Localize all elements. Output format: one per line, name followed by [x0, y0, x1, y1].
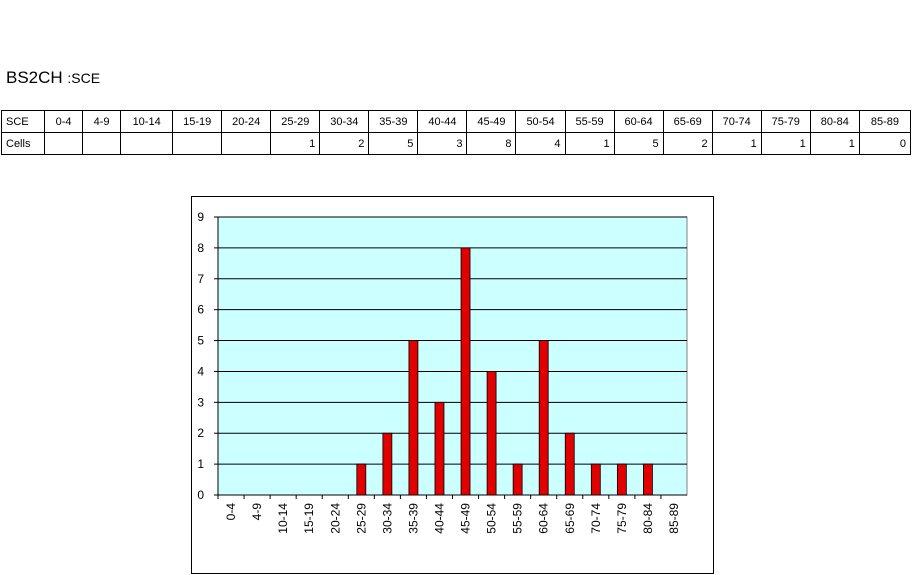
bar — [538, 340, 549, 496]
table-row-label: Cells — [0, 132, 46, 155]
chart-frame: 0 1 2 3 4 5 6 7 8 9 0-4 4-9 10-14 15-19 20-24 25-29 30-3… — [191, 196, 714, 574]
bar — [616, 463, 627, 496]
table-column-header: 35-39 — [368, 110, 419, 133]
table-cell — [82, 132, 122, 155]
table-column-header: 0-4 — [44, 110, 84, 133]
table-cell: 1 — [711, 132, 762, 155]
y-tick-label: 7 — [197, 272, 204, 286]
data-table: SCE 0-4 4-9 10-14 15-19 20-24 25-29 30-34 35-39… — [0, 110, 912, 155]
table-cell: 3 — [417, 132, 468, 155]
x-tick-label: 40-44 — [432, 503, 446, 534]
bar — [512, 463, 523, 496]
y-tick-label: 9 — [197, 210, 204, 224]
table-cell: 1 — [270, 132, 321, 155]
table-cell: 5 — [613, 132, 664, 155]
bar — [590, 463, 601, 496]
table-cell — [120, 132, 174, 155]
x-tick-label: 20-24 — [328, 503, 342, 534]
y-tick-label: 2 — [197, 426, 204, 440]
table-column-header: 75-79 — [760, 110, 811, 133]
bar — [408, 340, 419, 496]
bar-chart: 0 1 2 3 4 5 6 7 8 9 0-4 4-9 10-14 15-19 20-24 25-29 30-3… — [197, 210, 688, 534]
table-column-header: 65-69 — [662, 110, 713, 133]
x-tick-label: 10-14 — [276, 503, 290, 534]
bar — [382, 432, 393, 496]
table-cell: 2 — [662, 132, 713, 155]
table-cell: 1 — [564, 132, 615, 155]
x-tick-label: 25-29 — [354, 503, 368, 534]
bar — [356, 463, 367, 496]
table-row-label: SCE — [0, 110, 46, 133]
x-tick-label: 60-64 — [537, 503, 551, 534]
x-tick-label: 70-74 — [589, 503, 603, 534]
table-column-header: 4-9 — [82, 110, 122, 133]
table-column-header: 80-84 — [809, 110, 860, 133]
table-column-header: 55-59 — [564, 110, 615, 133]
x-tick-label: 4-9 — [250, 503, 264, 521]
y-tick-label: 4 — [197, 364, 204, 378]
x-tick-label: 55-59 — [511, 503, 525, 534]
table-cell: 4 — [515, 132, 566, 155]
x-tick-label: 75-79 — [615, 503, 629, 534]
page-title: BS2CH :SCE — [6, 68, 100, 88]
x-tick-label: 80-84 — [641, 503, 655, 534]
table-cell: 0 — [858, 132, 912, 155]
x-tick-label: 30-34 — [380, 503, 394, 534]
bar — [460, 247, 471, 496]
table-cell — [44, 132, 84, 155]
x-tick-label: 65-69 — [563, 503, 577, 534]
table-column-header: 10-14 — [120, 110, 174, 133]
y-tick-label: 8 — [197, 241, 204, 255]
x-tick-label: 0-4 — [224, 503, 238, 521]
table-column-header: 85-89 — [858, 110, 912, 133]
table-cell: 1 — [760, 132, 811, 155]
table-cell: 5 — [368, 132, 419, 155]
table-cell: 8 — [466, 132, 517, 155]
bar — [434, 401, 445, 496]
table-column-header: 20-24 — [221, 110, 272, 133]
table-cell — [221, 132, 272, 155]
table-column-header: 45-49 — [466, 110, 517, 133]
table-header-row: SCE 0-4 4-9 10-14 15-19 20-24 25-29 30-34 35-39… — [0, 110, 912, 133]
table-cell: 1 — [809, 132, 860, 155]
plot-area — [217, 216, 688, 496]
table-column-header: 40-44 — [417, 110, 468, 133]
y-tick-label: 1 — [197, 457, 204, 471]
bar — [643, 463, 653, 496]
table-column-header: 30-34 — [319, 110, 370, 133]
x-tick-label: 85-89 — [667, 503, 681, 534]
y-tick-label: 0 — [197, 488, 204, 502]
table-cell — [172, 132, 223, 155]
x-tick-label: 50-54 — [485, 503, 499, 534]
y-tick-label: 3 — [197, 395, 204, 409]
y-tick-label: 6 — [197, 303, 204, 317]
bar — [564, 432, 575, 496]
table-column-header: 15-19 — [172, 110, 223, 133]
table-column-header: 70-74 — [711, 110, 762, 133]
title-sub: :SCE — [67, 70, 101, 86]
table-column-header: 50-54 — [515, 110, 566, 133]
x-tick-label: 35-39 — [406, 503, 420, 534]
table-cell: 2 — [319, 132, 370, 155]
x-tick-label: 15-19 — [302, 503, 316, 534]
table-column-header: 25-29 — [270, 110, 321, 133]
table-column-header: 60-64 — [613, 110, 664, 133]
title-main: BS2CH — [6, 68, 63, 87]
bar — [486, 371, 497, 496]
y-tick-label: 5 — [197, 334, 204, 348]
x-tick-label: 45-49 — [459, 503, 473, 534]
